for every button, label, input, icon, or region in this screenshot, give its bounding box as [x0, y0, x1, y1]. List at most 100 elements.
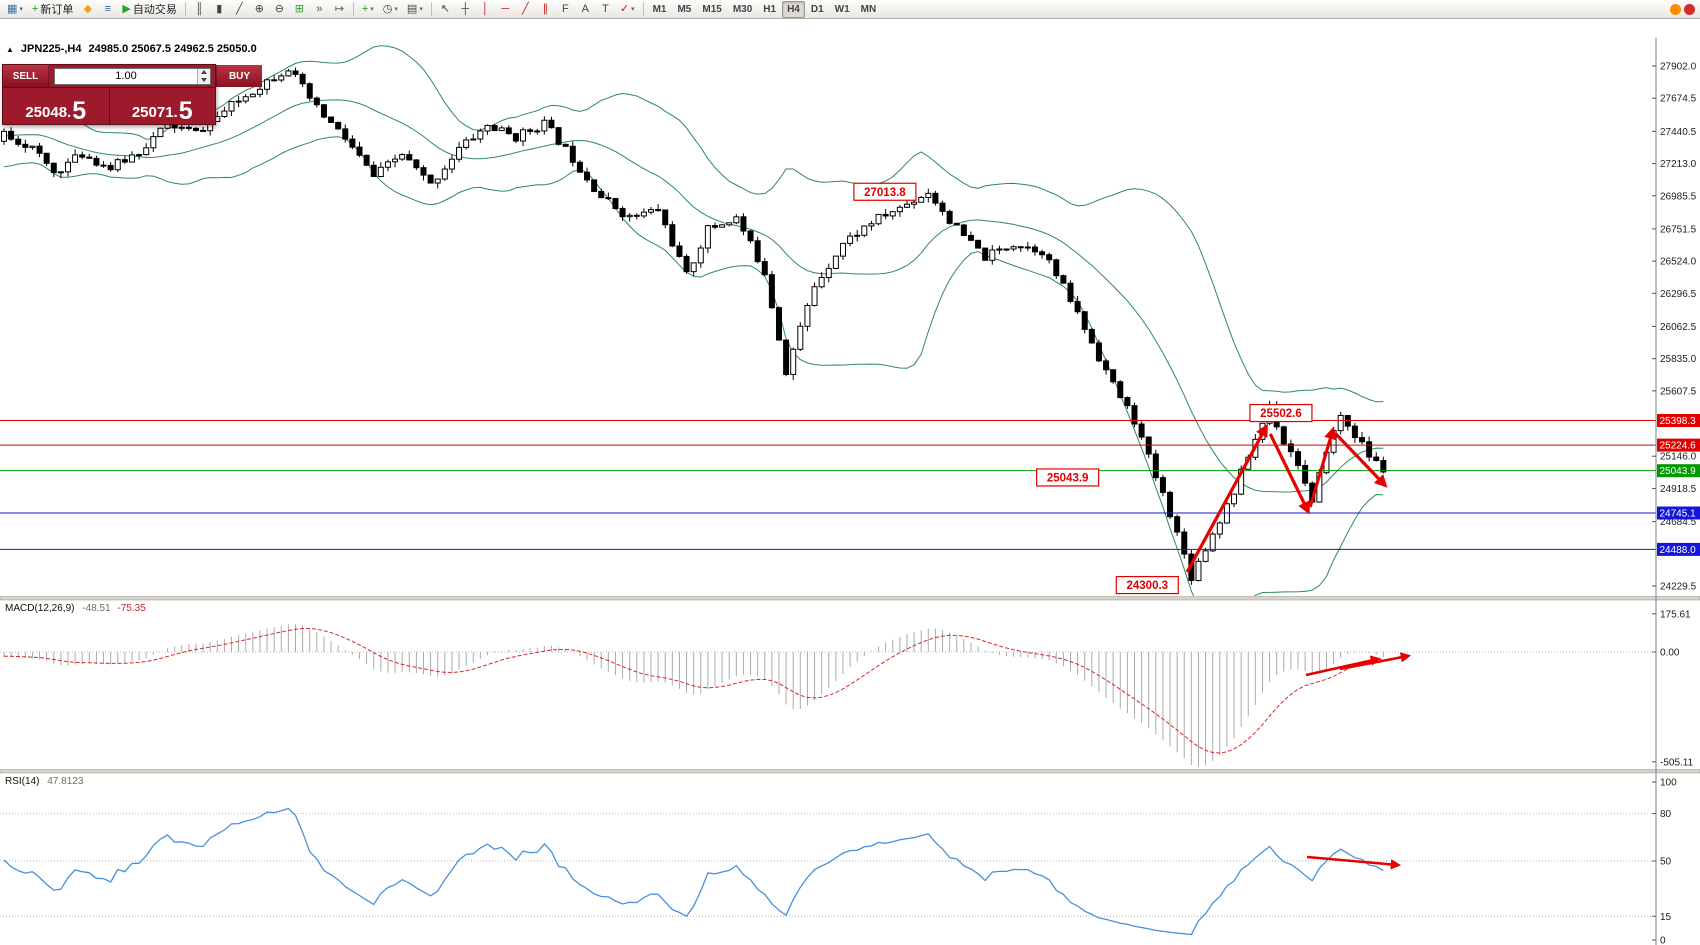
line-chart-button[interactable]: ╱	[230, 1, 249, 18]
timeframe-m5-button[interactable]: M5	[677, 3, 692, 15]
zoom-in-button[interactable]: ⊕	[250, 1, 269, 18]
svg-text:25502.6: 25502.6	[1260, 408, 1302, 420]
timeframe-m1-button[interactable]: M1	[652, 3, 667, 15]
timeframe-m30-button[interactable]: M30	[732, 3, 753, 15]
timeframe-h4-button[interactable]: H4	[782, 0, 805, 18]
rsi-axis[interactable]: 100 80 50 15 0	[1652, 778, 1677, 945]
horizontal-line-icon: ─	[501, 2, 510, 15]
svg-text:27674.5: 27674.5	[1660, 94, 1697, 105]
spinner-down-icon	[201, 77, 207, 82]
label-button[interactable]: T	[596, 1, 615, 18]
svg-text:50: 50	[1660, 857, 1672, 868]
chart-ohlc: 24985.0 25067.5 24962.5 25050.0	[88, 43, 257, 55]
trendline-button[interactable]: ╱	[516, 1, 535, 18]
cursor-button[interactable]: ↖	[436, 1, 455, 18]
toolbar-separator	[430, 2, 432, 16]
auto-scroll-button[interactable]: »	[310, 1, 329, 18]
spinner-up-icon	[201, 70, 207, 75]
crosshair-button[interactable]: ┼	[456, 1, 475, 18]
svg-text:24300.3: 24300.3	[1126, 580, 1168, 592]
trendline-icon: ╱	[522, 2, 529, 15]
chart-shift-button[interactable]: ↦	[330, 1, 349, 18]
svg-text:24745.1: 24745.1	[1660, 508, 1697, 519]
timeframe-h1-button[interactable]: H1	[763, 3, 777, 15]
buy-price[interactable]: 25071. 5	[110, 88, 216, 125]
buy-button[interactable]: BUY	[216, 65, 262, 87]
svg-text:0: 0	[1660, 936, 1666, 945]
chart-window: 27013.8 25502.6 25043.9 24300.3 27902.0 27674…	[0, 19, 1700, 945]
bar-chart-icon: ║	[195, 2, 204, 15]
timeframe-mn-button[interactable]: MN	[860, 3, 877, 15]
svg-text:27902.0: 27902.0	[1660, 62, 1697, 73]
macd-panel	[0, 624, 1656, 767]
fibonacci-button[interactable]: F	[556, 1, 575, 18]
dropdown-arrow-icon: ▾	[19, 6, 23, 13]
bar-chart-button[interactable]: ║	[190, 1, 209, 18]
toolbar-right-icons	[1670, 3, 1697, 15]
autotrading-icon: ▶	[122, 2, 131, 15]
price-axis[interactable]: 27902.0 27674.5 27440.5 27213.0 26985.5 26751…	[1652, 62, 1700, 593]
periods-button[interactable]: ◷ ▾	[379, 1, 402, 18]
macd-signal-value: -75.35	[117, 603, 146, 614]
macd-arrows	[1305, 652, 1412, 677]
volume-increase-button[interactable]	[198, 68, 210, 76]
zoom-out-icon: ⊖	[274, 2, 284, 15]
candlestick-chart-button[interactable]: ▮	[210, 1, 229, 18]
dropdown-arrow-icon: ▾	[370, 6, 374, 13]
level-lines[interactable]	[0, 420, 1656, 550]
chart-symbol-period: JPN225-,H4	[20, 43, 82, 55]
trade-panel-collapse-icon[interactable]: ▲	[6, 44, 14, 54]
sell-button[interactable]: SELL	[3, 65, 49, 87]
svg-text:15: 15	[1660, 912, 1672, 923]
horizontal-line-button[interactable]: ─	[496, 1, 515, 18]
toolbar-separator	[184, 2, 186, 16]
macd-indicator-label: MACD(12,26,9) -48.51 -75.35	[5, 603, 146, 614]
zoom-in-icon: ⊕	[254, 2, 264, 15]
auto-scroll-icon: »	[316, 2, 323, 15]
chart-shift-icon: ↦	[334, 2, 344, 15]
svg-text:24229.5: 24229.5	[1660, 582, 1697, 593]
notifications-icon[interactable]	[1670, 3, 1681, 15]
volume-field	[49, 65, 216, 87]
svg-text:175.61: 175.61	[1660, 609, 1691, 620]
macd-name: MACD(12,26,9)	[5, 603, 75, 614]
volume-stepper	[197, 68, 210, 84]
vertical-line-button[interactable]: │	[476, 1, 495, 18]
label-icon: T	[601, 2, 609, 15]
volume-input[interactable]	[55, 68, 197, 84]
market-watch-button[interactable]: ≡	[98, 1, 117, 18]
sell-price[interactable]: 25048. 5	[3, 88, 110, 125]
indicators-button[interactable]: + ▾	[358, 1, 378, 18]
svg-text:24918.5: 24918.5	[1660, 484, 1697, 495]
bollinger-bands	[3, 45, 1384, 596]
buy-price-main: 25071.	[131, 104, 178, 122]
candlestick-chart-icon: ▮	[216, 2, 223, 15]
autotrading-button[interactable]: ▶ 自动交易	[118, 1, 180, 18]
community-icon[interactable]	[1684, 3, 1695, 15]
chart-canvas[interactable]: 27013.8 25502.6 25043.9 24300.3 27902.0 27674…	[0, 38, 1700, 945]
macd-axis[interactable]: 175.61 0.00 -505.11	[1652, 609, 1694, 768]
templates-button[interactable]: ▤ ▾	[403, 1, 427, 18]
dropdown-arrow-icon: ▾	[419, 6, 423, 13]
tile-windows-button[interactable]: ⊞	[290, 1, 309, 18]
fibonacci-icon: F	[561, 2, 569, 15]
channel-button[interactable]: ∥	[536, 1, 555, 18]
timeframe-w1-button[interactable]: W1	[834, 3, 850, 15]
metaeditor-button[interactable]: ◆	[78, 1, 97, 18]
svg-text:27013.8: 27013.8	[864, 187, 906, 199]
volume-decrease-button[interactable]	[198, 76, 210, 84]
zoom-out-button[interactable]: ⊖	[270, 1, 289, 18]
arrows-button[interactable]: ✓ ▾	[616, 1, 639, 18]
price-callouts: 27013.8 25502.6 25043.9 24300.3	[853, 182, 1313, 595]
timeframe-d1-button[interactable]: D1	[810, 3, 824, 15]
text-button[interactable]: A	[576, 1, 595, 18]
new-order-button-label: 新订单	[40, 4, 74, 16]
svg-text:25224.6: 25224.6	[1660, 441, 1697, 452]
svg-text:26524.0: 26524.0	[1660, 257, 1697, 268]
new-order-button[interactable]: + 新订单	[28, 1, 77, 18]
indicators-icon: +	[361, 2, 369, 15]
rsi-arrows	[1306, 855, 1402, 870]
svg-text:24684.5: 24684.5	[1660, 517, 1697, 528]
new-chart-button[interactable]: ▦ ▾	[3, 1, 27, 18]
timeframe-m15-button[interactable]: M15	[702, 3, 722, 15]
